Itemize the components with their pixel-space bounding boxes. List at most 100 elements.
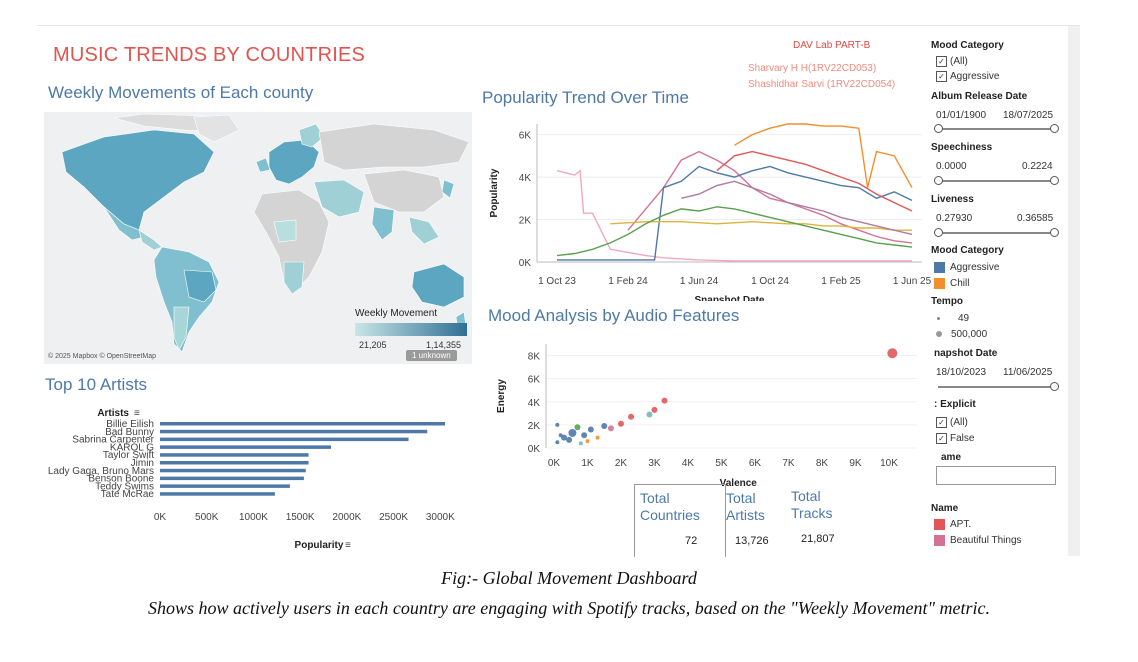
checkbox-icon[interactable]: ✓ bbox=[936, 71, 947, 82]
scatter-point-16[interactable] bbox=[555, 422, 560, 427]
scatter-point-19[interactable] bbox=[585, 439, 590, 444]
lab-label: DAV Lab PART-B bbox=[793, 40, 871, 51]
region-australia[interactable] bbox=[411, 263, 465, 308]
region-india[interactable] bbox=[371, 206, 395, 241]
mood-scatter-chart[interactable]: 0K 2K 4K 6K 8K 0K 1K 2K 3K 4K 5K 6K 7K 8K 9K 10K Valence… bbox=[492, 336, 932, 486]
region-middle-east[interactable] bbox=[313, 179, 365, 218]
slider-handle-max[interactable] bbox=[1050, 176, 1059, 185]
scatter-point-17[interactable] bbox=[595, 435, 600, 440]
scatter-point-9[interactable] bbox=[581, 432, 588, 439]
region-se-asia[interactable] bbox=[408, 216, 440, 245]
trend-series-line-1[interactable] bbox=[627, 150, 913, 244]
mood-filter-title: Mood Category bbox=[931, 40, 1004, 51]
bar-x-tick: 3000K bbox=[426, 512, 455, 523]
speechiness-slider[interactable] bbox=[934, 176, 1059, 185]
explicit-false[interactable]: ✓ False bbox=[936, 433, 974, 444]
map-unknown-badge[interactable]: 1 unknown bbox=[406, 350, 457, 361]
tempo-legend-large: 500,000 bbox=[936, 329, 987, 340]
region-japan[interactable] bbox=[441, 179, 455, 199]
legend-swatch bbox=[934, 519, 945, 530]
scrollbar-track[interactable] bbox=[1068, 26, 1080, 556]
mood-legend-aggressive[interactable]: Aggressive bbox=[934, 262, 999, 273]
kpi-tracks-value: 21,807 bbox=[801, 533, 835, 545]
region-scandinavia[interactable] bbox=[298, 123, 325, 148]
slider-handle-max[interactable] bbox=[1050, 228, 1059, 237]
region-brazil[interactable] bbox=[183, 269, 217, 303]
scatter-point-14[interactable] bbox=[558, 433, 563, 438]
scatter-point-15[interactable] bbox=[555, 440, 560, 445]
scatter-point-6[interactable] bbox=[607, 425, 614, 432]
bar-8[interactable] bbox=[160, 484, 290, 488]
scatter-x-tick: 2K bbox=[615, 458, 628, 469]
liveness-slider[interactable] bbox=[934, 228, 1059, 237]
name-legend-beautiful-things[interactable]: Beautiful Things bbox=[934, 535, 1022, 546]
trend-chart[interactable]: 0K 2K 4K 6K 1 Oct 23 1 Feb 24 1 Jun 24 1 Oct 24… bbox=[482, 116, 932, 301]
scatter-point-10[interactable] bbox=[574, 424, 581, 431]
scatter-point-12[interactable] bbox=[566, 436, 573, 443]
snapshot-slider[interactable] bbox=[938, 382, 1059, 391]
scatter-point-4[interactable] bbox=[628, 413, 635, 420]
region-south-america[interactable] bbox=[153, 246, 220, 353]
mood-legend-chill[interactable]: Chill bbox=[934, 278, 969, 289]
bar-7[interactable] bbox=[160, 476, 304, 481]
region-europe[interactable] bbox=[268, 139, 320, 185]
scatter-point-7[interactable] bbox=[601, 423, 608, 430]
slider-handle-min[interactable] bbox=[934, 176, 943, 185]
trend-series-line-6[interactable] bbox=[716, 150, 913, 212]
album-date-slider[interactable] bbox=[934, 124, 1059, 133]
region-nigeria[interactable] bbox=[273, 219, 297, 243]
bar-2[interactable] bbox=[160, 437, 409, 442]
trend-y-tick: 6K bbox=[519, 131, 532, 142]
scatter-point-2[interactable] bbox=[651, 406, 658, 413]
scatter-x-tick: 3K bbox=[648, 458, 661, 469]
slider-handle-max[interactable] bbox=[1050, 124, 1059, 133]
checkbox-icon[interactable]: ✓ bbox=[936, 417, 947, 428]
trend-series-line-5[interactable] bbox=[734, 123, 913, 189]
region-central-america[interactable] bbox=[138, 229, 163, 251]
trend-series-line-7[interactable] bbox=[681, 180, 913, 236]
size-legend-dot-large bbox=[936, 331, 942, 338]
region-north-america[interactable] bbox=[61, 129, 215, 231]
mood-filter-aggressive[interactable]: ✓ Aggressive bbox=[936, 71, 999, 82]
slider-handle-min[interactable] bbox=[934, 228, 943, 237]
mood-filter-all[interactable]: ✓ (All) bbox=[936, 56, 968, 67]
region-argentina[interactable] bbox=[173, 306, 190, 351]
trend-series-line-3[interactable] bbox=[610, 220, 912, 231]
checkbox-icon[interactable]: ✓ bbox=[936, 56, 947, 67]
map-legend-min: 21,205 bbox=[359, 340, 387, 350]
scatter-point-18[interactable] bbox=[578, 441, 583, 446]
name-legend-apt[interactable]: APT. bbox=[934, 519, 971, 530]
bar-4[interactable] bbox=[160, 453, 309, 457]
scatter-point-1[interactable] bbox=[661, 397, 668, 404]
sort-icon[interactable]: ≡ bbox=[134, 408, 140, 419]
trend-series-line-0[interactable] bbox=[556, 169, 912, 262]
scatter-x-label: Valence bbox=[720, 478, 758, 486]
sort-icon[interactable]: ≡ bbox=[345, 540, 351, 551]
bar-0[interactable] bbox=[160, 422, 445, 426]
name-search-input[interactable] bbox=[936, 466, 1056, 485]
scatter-x-tick: 7K bbox=[782, 458, 795, 469]
explicit-all[interactable]: ✓ (All) bbox=[936, 417, 968, 428]
trend-series-line-2[interactable] bbox=[557, 165, 913, 261]
checkbox-icon[interactable]: ✓ bbox=[936, 433, 947, 444]
world-map[interactable]: Weekly Movement 21,205 1,14,355 1 unknow… bbox=[44, 112, 472, 364]
region-south-africa[interactable] bbox=[283, 261, 305, 295]
slider-handle-max[interactable] bbox=[1050, 382, 1059, 391]
region-uk[interactable] bbox=[255, 157, 271, 173]
scatter-point-13[interactable] bbox=[561, 434, 568, 441]
scatter-point-0[interactable] bbox=[887, 348, 898, 359]
bar-3[interactable] bbox=[160, 445, 331, 449]
trend-series-line-4[interactable] bbox=[556, 206, 913, 257]
scatter-point-3[interactable] bbox=[646, 411, 653, 418]
scatter-point-11[interactable] bbox=[568, 428, 577, 437]
scatter-point-5[interactable] bbox=[618, 420, 624, 427]
scatter-y-tick: 0K bbox=[528, 444, 541, 455]
scatter-point-8[interactable] bbox=[587, 426, 594, 433]
bar-5[interactable] bbox=[160, 461, 309, 465]
bar-6[interactable] bbox=[160, 468, 306, 473]
bar-1[interactable] bbox=[160, 429, 428, 434]
bar-9[interactable] bbox=[160, 492, 275, 496]
kpi-countries-label: Total Countries bbox=[640, 490, 700, 523]
slider-handle-min[interactable] bbox=[934, 124, 943, 133]
